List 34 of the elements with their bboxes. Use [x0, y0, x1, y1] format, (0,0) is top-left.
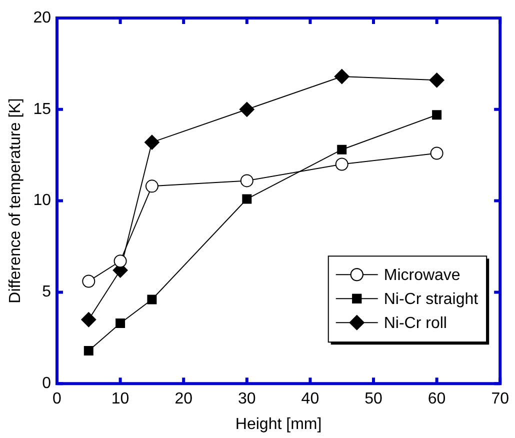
x-tick-label: 70 — [491, 390, 510, 408]
x-tick-label: 30 — [238, 390, 256, 408]
point — [116, 318, 126, 328]
point — [144, 134, 160, 150]
legend-label: Microwave — [384, 267, 460, 284]
y-tick-label: 0 — [42, 375, 52, 392]
y-tick-label: 10 — [33, 192, 52, 210]
point — [334, 68, 350, 84]
point — [335, 158, 348, 171]
point — [429, 72, 444, 88]
x-tick-label: 20 — [174, 390, 193, 408]
point — [84, 346, 94, 356]
x-tick-label: 40 — [301, 390, 320, 408]
point — [432, 110, 442, 120]
x-tick-label: 10 — [111, 390, 130, 408]
point — [430, 146, 444, 160]
point — [114, 254, 127, 268]
legend-label: Ni-Cr straight — [384, 291, 479, 308]
point — [337, 144, 347, 154]
y-axis-title: Difference of temperature [K] — [7, 98, 24, 304]
point — [239, 102, 254, 117]
point — [147, 294, 157, 304]
point — [240, 174, 254, 188]
y-tick-label: 5 — [42, 284, 52, 301]
y-tick-label: 20 — [33, 9, 52, 26]
point — [242, 194, 252, 204]
x-tick-label: 50 — [364, 390, 382, 408]
legend-label: Ni-Cr roll — [384, 315, 447, 332]
point — [145, 180, 158, 193]
x-axis-title: Height [mm] — [235, 416, 322, 433]
point — [82, 274, 96, 288]
point — [81, 312, 96, 328]
x-tick-label: 60 — [428, 390, 446, 408]
y-tick-label: 15 — [33, 100, 52, 118]
